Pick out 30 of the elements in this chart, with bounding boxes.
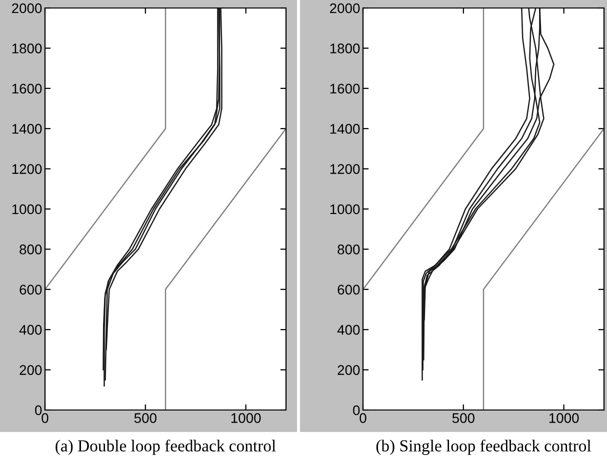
- y-tick-label: 400: [337, 324, 360, 335]
- y-tick-label: 200: [338, 365, 360, 375]
- y-tick-label: 600: [338, 284, 360, 295]
- y-tick-label: 400: [19, 324, 42, 335]
- y-tick-label: 0: [35, 405, 42, 416]
- y-tick-label: 1800: [330, 44, 360, 54]
- x-tick-label: 0: [42, 413, 48, 423]
- x-tick-label: 0: [360, 413, 366, 423]
- y-tick-label: 1000: [330, 204, 360, 214]
- y-tick-label: 1400: [330, 124, 360, 134]
- y-tick-label: 1200: [330, 164, 360, 174]
- y-tick-label: 0: [353, 405, 360, 416]
- x-tick-label: 500: [134, 413, 156, 423]
- y-tick-label: 1400: [12, 124, 42, 134]
- y-tick-label: 600: [20, 284, 42, 295]
- x-axis-title: (b) Single loop feedback control: [376, 440, 592, 455]
- y-tick-label: 1800: [12, 44, 42, 54]
- y-tick-label: 2000: [330, 3, 360, 14]
- x-axis-title: (a) Double loop feedback control: [56, 440, 276, 455]
- y-tick-label: 1600: [330, 84, 360, 94]
- x-tick-label: 1000: [549, 413, 579, 423]
- y-tick-label: 1000: [12, 204, 42, 214]
- y-tick-label: 200: [20, 365, 42, 375]
- x-tick-label: 500: [452, 413, 474, 423]
- y-tick-label: 1600: [12, 84, 42, 94]
- y-tick-label: 800: [338, 244, 360, 254]
- y-tick-label: 2000: [12, 3, 42, 14]
- y-tick-label: 1200: [12, 164, 42, 174]
- y-tick-label: 800: [20, 244, 42, 254]
- x-tick-label: 1000: [231, 413, 261, 423]
